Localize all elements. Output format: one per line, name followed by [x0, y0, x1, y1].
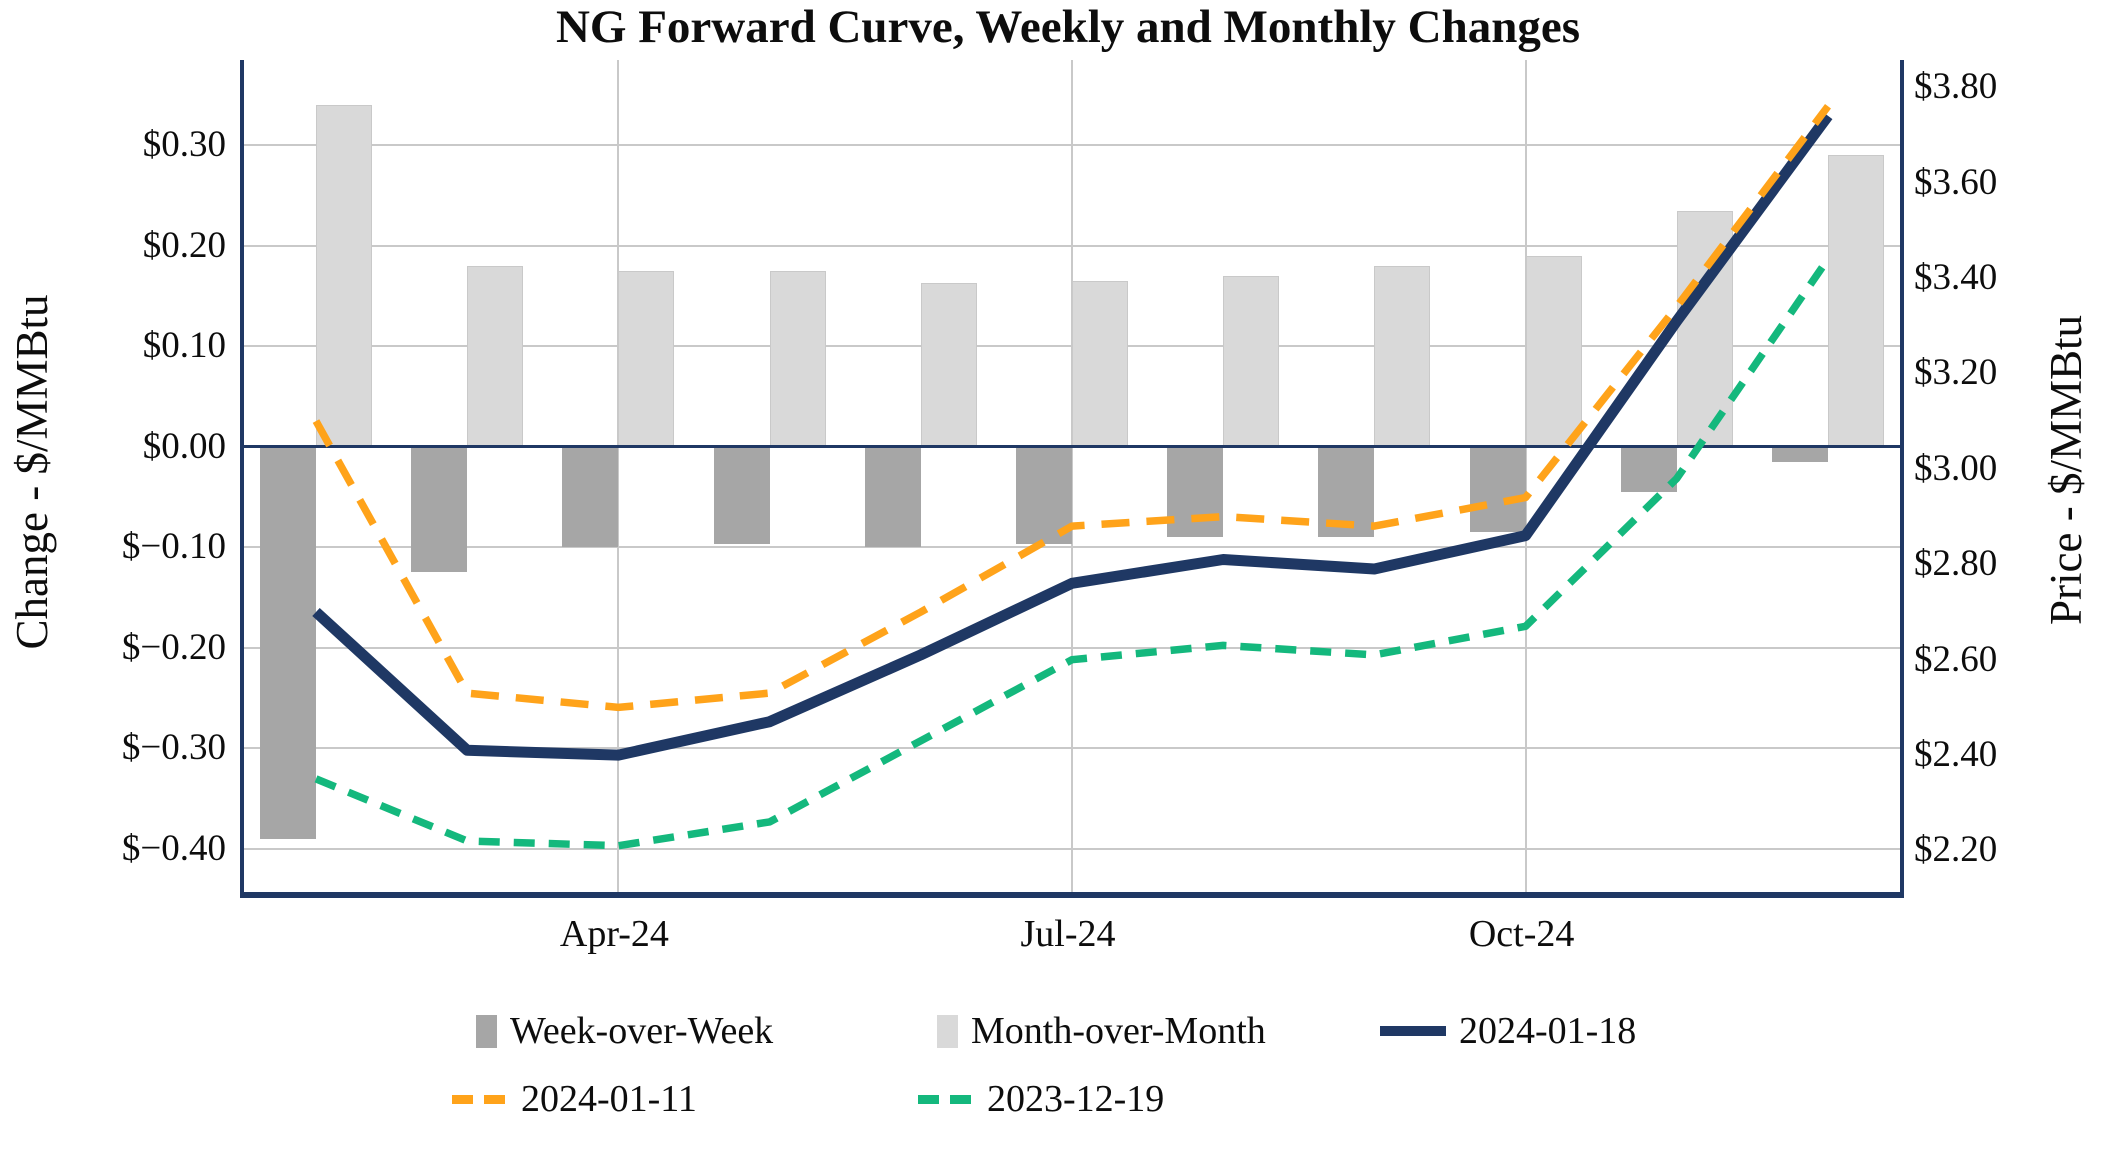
left-tick-label: $0.00 [142, 425, 226, 467]
legend-label: 2024-01-18 [1459, 1010, 1637, 1052]
mom-bar-May-24 [769, 271, 826, 447]
right-tick-label: $2.20 [1914, 829, 1998, 871]
wow-bar-Oct-24 [1469, 446, 1526, 533]
legend-dash-marker [918, 1094, 974, 1104]
chart-title: NG Forward Curve, Weekly and Monthly Cha… [555, 1, 1581, 53]
legend-bar-marker [937, 1014, 958, 1048]
legend-bar-marker [476, 1014, 497, 1048]
legend-dash-marker [452, 1094, 508, 1104]
left-tick-label: $−0.10 [121, 526, 226, 568]
line-2024-01-11 [312, 104, 1831, 712]
left-tick-label: $0.20 [142, 224, 226, 266]
legend-label: 2023-12-19 [987, 1078, 1165, 1120]
price-lines-layer [312, 104, 1833, 850]
gridline-vertical [1524, 60, 1527, 892]
right-tick-label: $3.40 [1914, 257, 1998, 299]
right-tick-label: $3.00 [1914, 447, 1998, 489]
zero-change-line [244, 445, 1900, 449]
right-tick-label: $2.60 [1914, 638, 1998, 680]
wow-bar-Jun-24 [864, 446, 921, 548]
x-tick-label: Oct-24 [1468, 913, 1575, 955]
right-tick-label: $2.80 [1914, 543, 1998, 585]
legend-item-2024-01-18: 2024-01-18 [1380, 1008, 1636, 1054]
legend-label: 2024-01-11 [521, 1078, 697, 1120]
left-tick-label: $−0.20 [121, 626, 226, 668]
line-2023-12-19 [314, 256, 1832, 850]
left-tick-label: $−0.40 [121, 827, 226, 869]
right-tick-label: $2.40 [1914, 734, 1998, 776]
mom-bar-Feb-24 [316, 105, 372, 447]
gridline-vertical [617, 60, 620, 892]
mom-bar-Mar-24 [467, 265, 524, 447]
legend-item-Month-over-Month: Month-over-Month [937, 1008, 1266, 1054]
plot-area [240, 60, 1904, 898]
mom-bar-Aug-24 [1223, 276, 1280, 447]
legend-label: Month-over-Month [971, 1010, 1266, 1052]
wow-bar-May-24 [713, 446, 770, 545]
gridline-vertical [1071, 60, 1073, 892]
mom-bar-Sep-24 [1374, 265, 1431, 447]
legend-label: Week-over-Week [510, 1010, 774, 1052]
mom-bar-Apr-24 [618, 271, 675, 447]
wow-bar-Apr-24 [562, 446, 619, 548]
right-tick-label: $3.80 [1914, 66, 1998, 108]
right-tick-label: $3.20 [1914, 352, 1998, 394]
mom-bar-Jun-24 [920, 283, 977, 447]
left-tick-label: $0.30 [142, 124, 226, 166]
wow-bar-Feb-24 [260, 446, 316, 839]
wow-bar-Aug-24 [1167, 446, 1224, 538]
mom-bar-Dec-24 [1828, 155, 1884, 447]
right-tick-label: $3.60 [1914, 161, 1998, 203]
x-tick-label: Jul-24 [1020, 913, 1116, 955]
right-axis-title: Price - $/MMBtu [2041, 315, 2091, 625]
mom-bar-Jul-24 [1072, 281, 1128, 447]
legend-item-Week-over-Week: Week-over-Week [476, 1008, 773, 1054]
wow-bar-Mar-24 [411, 446, 468, 573]
legend-item-2023-12-19: 2023-12-19 [918, 1076, 1164, 1122]
wow-bar-Dec-24 [1772, 446, 1828, 462]
left-tick-label: $0.10 [142, 325, 226, 367]
left-tick-label: $−0.30 [121, 727, 226, 769]
legend-line-marker [1380, 1026, 1446, 1036]
mom-bar-Oct-24 [1525, 255, 1582, 447]
wow-bar-Nov-24 [1620, 446, 1677, 493]
line-2024-01-18 [312, 112, 1833, 761]
x-tick-label: Apr-24 [559, 913, 669, 955]
legend-item-2024-01-11: 2024-01-11 [452, 1076, 697, 1122]
